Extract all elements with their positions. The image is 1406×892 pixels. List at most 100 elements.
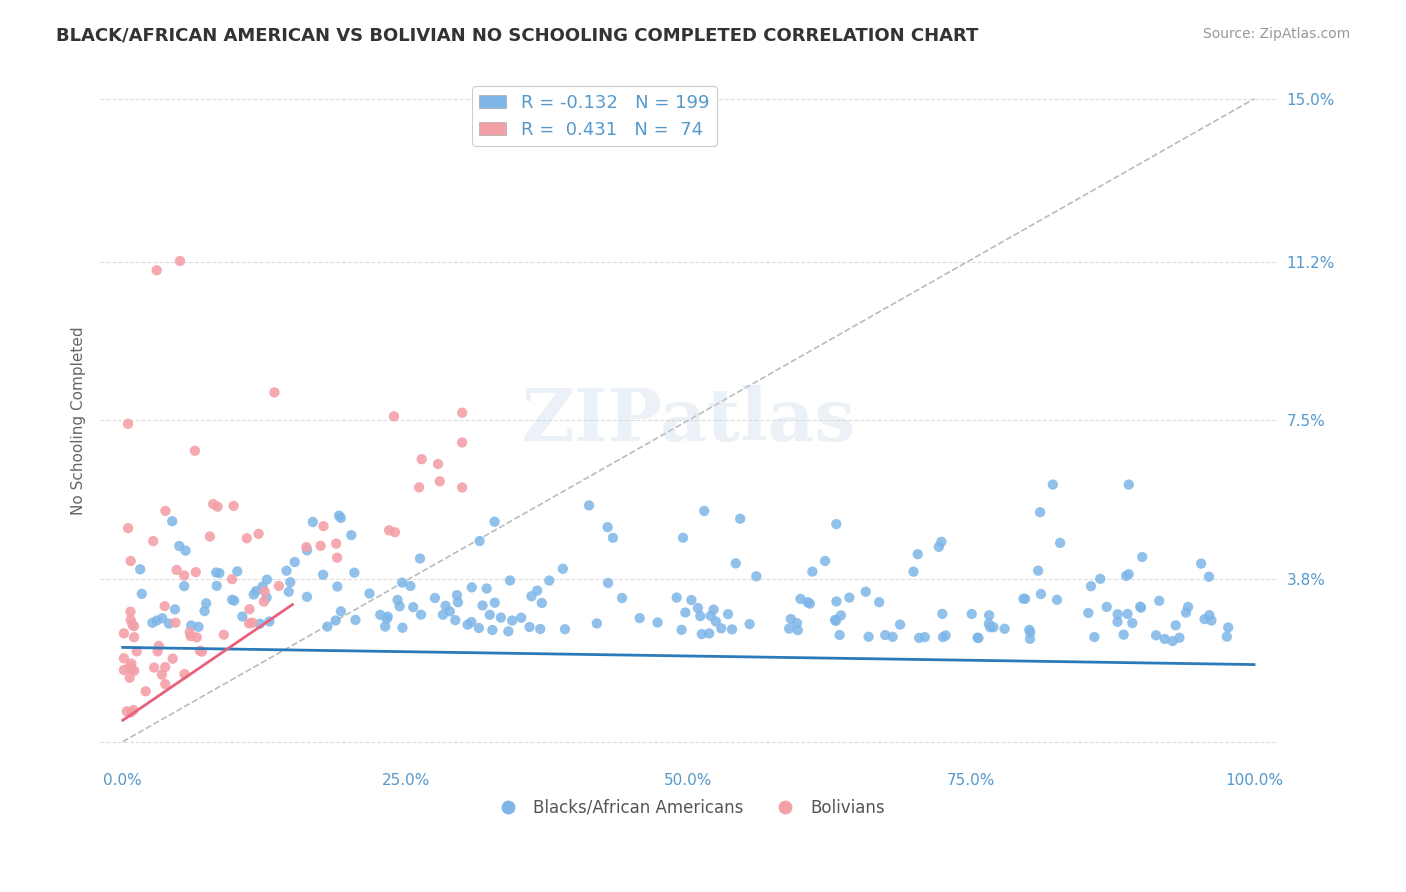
Point [745, 569, 768, 583]
Point [344, 613, 367, 627]
Point [738, 617, 761, 632]
Point [1121, 615, 1143, 630]
Point [446, 588, 468, 602]
Point [295, 543, 318, 558]
Point [451, 435, 474, 450]
Point [1046, 592, 1069, 607]
Point [253, 584, 276, 599]
Point [278, 575, 301, 590]
Point [855, 584, 877, 599]
Point [122, 630, 145, 644]
Point [118, 671, 141, 685]
Point [429, 475, 451, 489]
Point [1144, 628, 1167, 642]
Point [432, 607, 454, 622]
Point [375, 612, 398, 626]
Point [180, 629, 202, 643]
Point [1161, 634, 1184, 648]
Point [112, 626, 135, 640]
Point [122, 703, 145, 717]
Text: BLACK/AFRICAN AMERICAN VS BOLIVIAN NO SCHOOLING COMPLETED CORRELATION CHART: BLACK/AFRICAN AMERICAN VS BOLIVIAN NO SC… [56, 27, 979, 45]
Point [155, 677, 177, 691]
Point [242, 615, 264, 630]
Point [610, 591, 633, 605]
Point [205, 579, 228, 593]
Point [301, 515, 323, 529]
Point [1019, 632, 1042, 646]
Point [1115, 569, 1137, 583]
Point [187, 620, 209, 634]
Point [135, 684, 157, 698]
Point [207, 500, 229, 514]
Point [253, 595, 276, 609]
Point [931, 534, 953, 549]
Point [1116, 607, 1139, 621]
Point [478, 607, 501, 622]
Point [468, 621, 491, 635]
Point [118, 659, 141, 673]
Point [325, 536, 347, 550]
Point [1049, 536, 1071, 550]
Point [1042, 477, 1064, 491]
Point [1083, 630, 1105, 644]
Point [384, 525, 406, 540]
Point [120, 605, 142, 619]
Point [710, 621, 733, 635]
Point [242, 588, 264, 602]
Point [252, 580, 274, 594]
Point [447, 595, 470, 609]
Point [157, 616, 180, 631]
Point [198, 529, 221, 543]
Point [1216, 630, 1239, 644]
Point [935, 628, 957, 642]
Point [526, 583, 548, 598]
Point [409, 551, 432, 566]
Point [191, 645, 214, 659]
Point [249, 616, 271, 631]
Point [979, 608, 1001, 623]
Point [538, 574, 561, 588]
Point [1029, 587, 1052, 601]
Point [1012, 591, 1035, 606]
Point [1177, 599, 1199, 614]
Point [153, 660, 176, 674]
Point [460, 615, 482, 629]
Point [672, 531, 695, 545]
Y-axis label: No Schooling Completed: No Schooling Completed [72, 326, 86, 515]
Point [481, 623, 503, 637]
Point [155, 504, 177, 518]
Point [1198, 608, 1220, 623]
Point [728, 512, 751, 526]
Point [689, 609, 711, 624]
Point [221, 592, 243, 607]
Point [960, 607, 983, 621]
Point [374, 619, 396, 633]
Point [226, 565, 249, 579]
Point [1029, 505, 1052, 519]
Legend: Blacks/African Americans, Bolivians: Blacks/African Americans, Bolivians [485, 792, 891, 823]
Point [222, 499, 245, 513]
Point [1112, 627, 1135, 641]
Point [1118, 477, 1140, 491]
Point [1147, 594, 1170, 608]
Point [169, 254, 191, 268]
Point [724, 557, 747, 571]
Point [173, 667, 195, 681]
Point [120, 662, 142, 676]
Point [146, 644, 169, 658]
Point [143, 660, 166, 674]
Point [457, 617, 479, 632]
Point [131, 587, 153, 601]
Point [122, 619, 145, 633]
Point [554, 622, 576, 636]
Point [801, 565, 824, 579]
Point [141, 615, 163, 630]
Point [115, 704, 138, 718]
Point [1107, 615, 1129, 629]
Point [703, 602, 725, 616]
Point [461, 580, 484, 594]
Point [444, 613, 467, 627]
Point [150, 667, 173, 681]
Point [1164, 618, 1187, 632]
Point [596, 520, 619, 534]
